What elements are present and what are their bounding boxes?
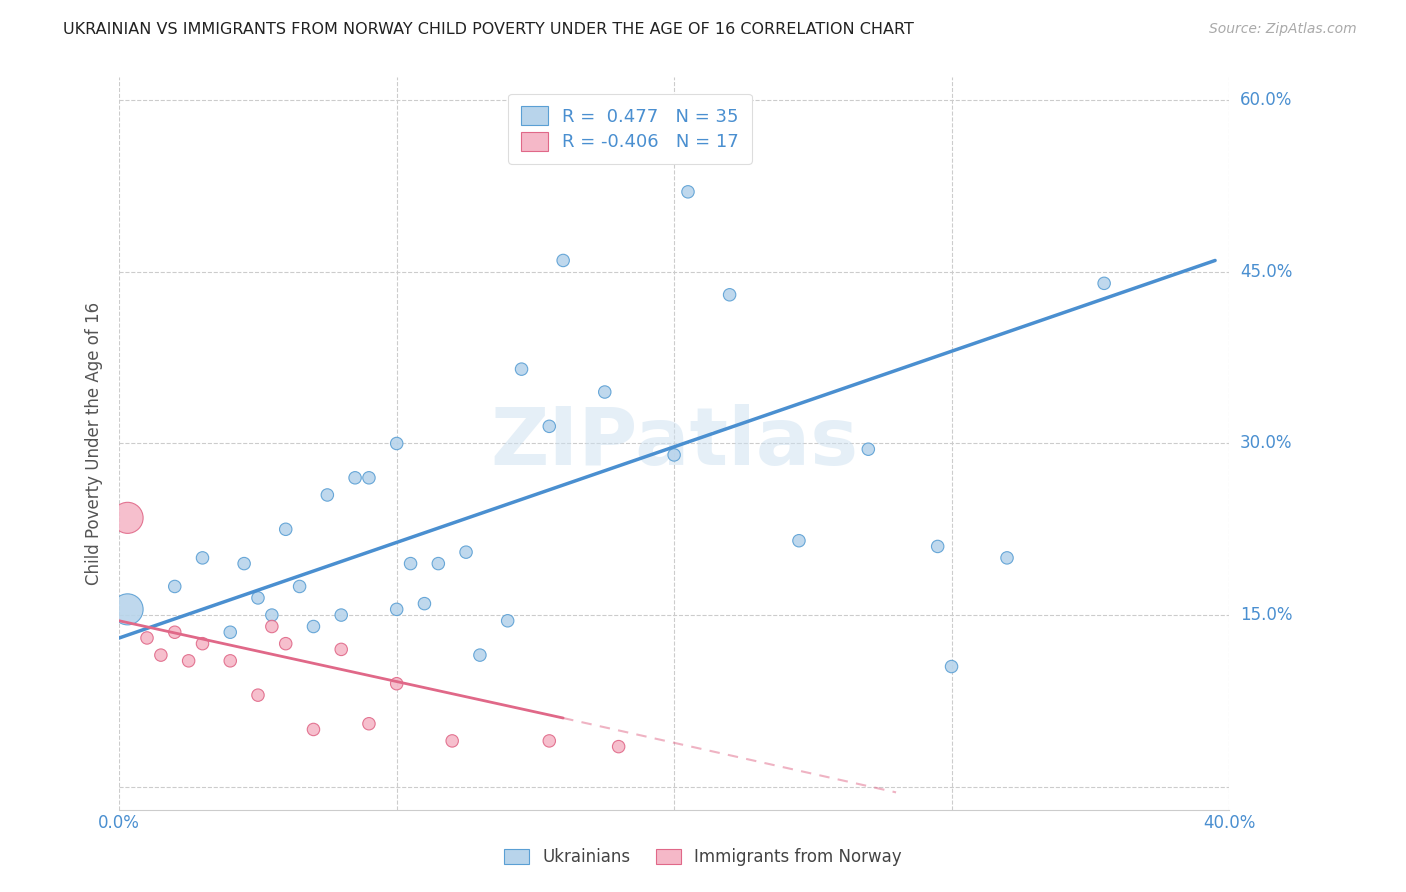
Point — [260, 619, 283, 633]
Point — [260, 608, 283, 623]
Point — [219, 654, 242, 668]
Point — [330, 642, 353, 657]
Text: UKRAINIAN VS IMMIGRANTS FROM NORWAY CHILD POVERTY UNDER THE AGE OF 16 CORRELATIO: UKRAINIAN VS IMMIGRANTS FROM NORWAY CHIL… — [63, 22, 914, 37]
Point — [233, 557, 256, 571]
Text: 45.0%: 45.0% — [1240, 263, 1292, 281]
Point — [274, 637, 297, 651]
Point — [274, 522, 297, 536]
Point — [163, 625, 186, 640]
Point — [607, 739, 630, 754]
Point — [246, 688, 269, 702]
Point — [468, 648, 491, 662]
Point — [593, 384, 616, 399]
Point — [676, 185, 699, 199]
Point — [149, 648, 172, 662]
Point — [927, 540, 949, 554]
Point — [219, 625, 242, 640]
Point — [136, 631, 159, 645]
Point — [246, 591, 269, 605]
Point — [330, 608, 353, 623]
Point — [385, 436, 408, 450]
Point — [413, 597, 436, 611]
Text: 15.0%: 15.0% — [1240, 606, 1292, 624]
Point — [941, 659, 963, 673]
Point — [1092, 277, 1115, 291]
Point — [117, 511, 139, 525]
Point — [496, 614, 519, 628]
Point — [163, 579, 186, 593]
Text: 30.0%: 30.0% — [1240, 434, 1292, 452]
Text: ZIPatlas: ZIPatlas — [491, 404, 858, 483]
Point — [117, 602, 139, 616]
Point — [427, 557, 450, 571]
Legend: Ukrainians, Immigrants from Norway: Ukrainians, Immigrants from Norway — [496, 840, 910, 875]
Point — [302, 723, 325, 737]
Point — [399, 557, 422, 571]
Point — [191, 550, 214, 565]
Point — [288, 579, 311, 593]
Point — [385, 602, 408, 616]
Point — [538, 419, 561, 434]
Point — [316, 488, 339, 502]
Point — [718, 287, 741, 301]
Point — [177, 654, 200, 668]
Point — [553, 253, 575, 268]
Text: Source: ZipAtlas.com: Source: ZipAtlas.com — [1209, 22, 1357, 37]
Point — [538, 734, 561, 748]
Point — [357, 716, 380, 731]
Y-axis label: Child Poverty Under the Age of 16: Child Poverty Under the Age of 16 — [86, 301, 103, 585]
Point — [510, 362, 533, 376]
Text: 60.0%: 60.0% — [1240, 91, 1292, 110]
Point — [191, 637, 214, 651]
Point — [454, 545, 477, 559]
Point — [344, 471, 367, 485]
Point — [441, 734, 464, 748]
Point — [858, 442, 880, 457]
Point — [787, 533, 810, 548]
Point — [995, 550, 1018, 565]
Legend: R =  0.477   N = 35, R = -0.406   N = 17: R = 0.477 N = 35, R = -0.406 N = 17 — [508, 94, 752, 164]
Point — [662, 448, 685, 462]
Point — [302, 619, 325, 633]
Point — [357, 471, 380, 485]
Point — [385, 676, 408, 690]
